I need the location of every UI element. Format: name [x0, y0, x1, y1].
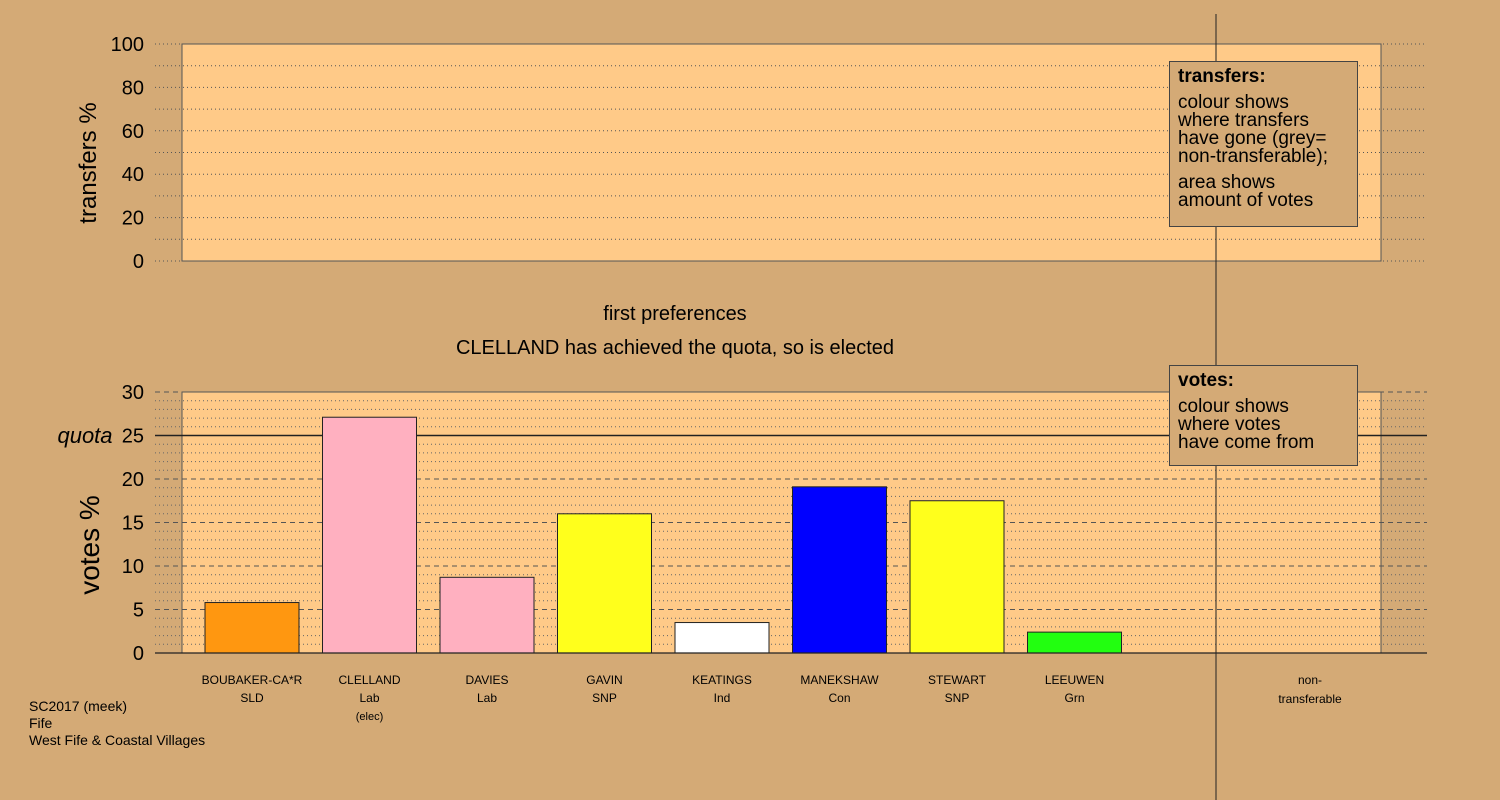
- candidate-name-label: CLELLAND: [338, 673, 400, 687]
- candidate-bar: [674, 622, 770, 654]
- footer-council: Fife: [29, 715, 53, 731]
- votes-y-tick-label: 5: [133, 600, 144, 622]
- votes-legend-line: colour shows: [1178, 396, 1289, 417]
- footer: SC2017 (meek) Fife West Fife & Coastal V…: [29, 698, 205, 749]
- votes-y-tick-label: 25: [122, 426, 144, 448]
- candidate-bar: [439, 576, 535, 654]
- transfers-legend-line: have gone (grey=: [1178, 128, 1327, 149]
- transfers-y-axis-label: transfers %: [75, 102, 102, 223]
- candidate-bar: [1027, 631, 1122, 654]
- candidate-party-label: SNP: [592, 691, 617, 705]
- candidate-party-label: Lab: [359, 691, 379, 705]
- transfers-legend-line: non-transferable);: [1178, 146, 1328, 167]
- candidate-party-label: Ind: [714, 691, 731, 705]
- transfers-legend: transfers: colour shows where transfers …: [1169, 61, 1358, 227]
- transfers-y-tick-label: 0: [133, 251, 144, 273]
- candidate-party-label: Lab: [477, 691, 497, 705]
- votes-legend-line: have come from: [1178, 432, 1315, 453]
- transfers-y-tick-label: 20: [122, 208, 144, 230]
- candidate-name-label: DAVIES: [465, 673, 508, 687]
- candidate-bar: [322, 416, 417, 654]
- candidate-party-label: Grn: [1064, 691, 1084, 705]
- candidate-name-label: LEEUWEN: [1045, 673, 1104, 687]
- transfers-legend-line: area shows: [1178, 172, 1276, 193]
- transfers-legend-line: where transfers: [1178, 110, 1309, 131]
- quota-label: quota: [57, 423, 112, 448]
- votes-y-tick-label: 30: [122, 382, 144, 404]
- candidate-status-label: (elec): [356, 711, 384, 723]
- transfers-y-tick-label: 40: [122, 164, 144, 186]
- transfers-y-tick-label: 100: [111, 34, 144, 56]
- footer-election: SC2017 (meek): [29, 698, 128, 714]
- votes-y-tick-label: 15: [122, 513, 144, 535]
- chart-subtitle: CLELLAND has achieved the quota, so is e…: [456, 337, 894, 359]
- nontransferable-label-line1: non-: [1298, 673, 1322, 687]
- candidate-name-label: BOUBAKER-CA*R: [202, 673, 303, 687]
- footer-ward: West Fife & Coastal Villages: [29, 732, 206, 748]
- candidate-bar: [204, 602, 300, 654]
- candidate-name-label: KEATINGS: [692, 673, 752, 687]
- votes-y-tick-label: 20: [122, 469, 144, 491]
- chart-title: first preferences: [603, 303, 746, 325]
- votes-legend: votes: colour shows where votes have com…: [1169, 365, 1358, 466]
- candidate-party-label: Con: [828, 691, 850, 705]
- transfers-y-tick-label: 80: [122, 77, 144, 99]
- transfers-legend-title: transfers:: [1178, 66, 1266, 87]
- candidate-bar: [792, 486, 887, 654]
- nontransferable-label-line2: transferable: [1278, 692, 1342, 706]
- candidate-name-label: STEWART: [928, 673, 987, 687]
- transfers-y-tick-label: 60: [122, 121, 144, 143]
- votes-legend-line: where votes: [1178, 414, 1281, 435]
- candidate-name-label: MANEKSHAW: [800, 673, 879, 687]
- votes-legend-title: votes:: [1178, 370, 1234, 391]
- votes-y-tick-label: 0: [133, 643, 144, 665]
- transfers-legend-line: amount of votes: [1178, 190, 1314, 211]
- votes-y-tick-label: 10: [122, 556, 144, 578]
- candidate-bar: [557, 513, 652, 654]
- candidate-party-label: SNP: [945, 691, 970, 705]
- votes-y-axis-label: votes %: [74, 495, 105, 595]
- candidate-party-label: SLD: [240, 691, 264, 705]
- transfers-legend-line: colour shows: [1178, 92, 1289, 113]
- candidate-bar: [909, 500, 1005, 654]
- candidate-name-label: GAVIN: [586, 673, 622, 687]
